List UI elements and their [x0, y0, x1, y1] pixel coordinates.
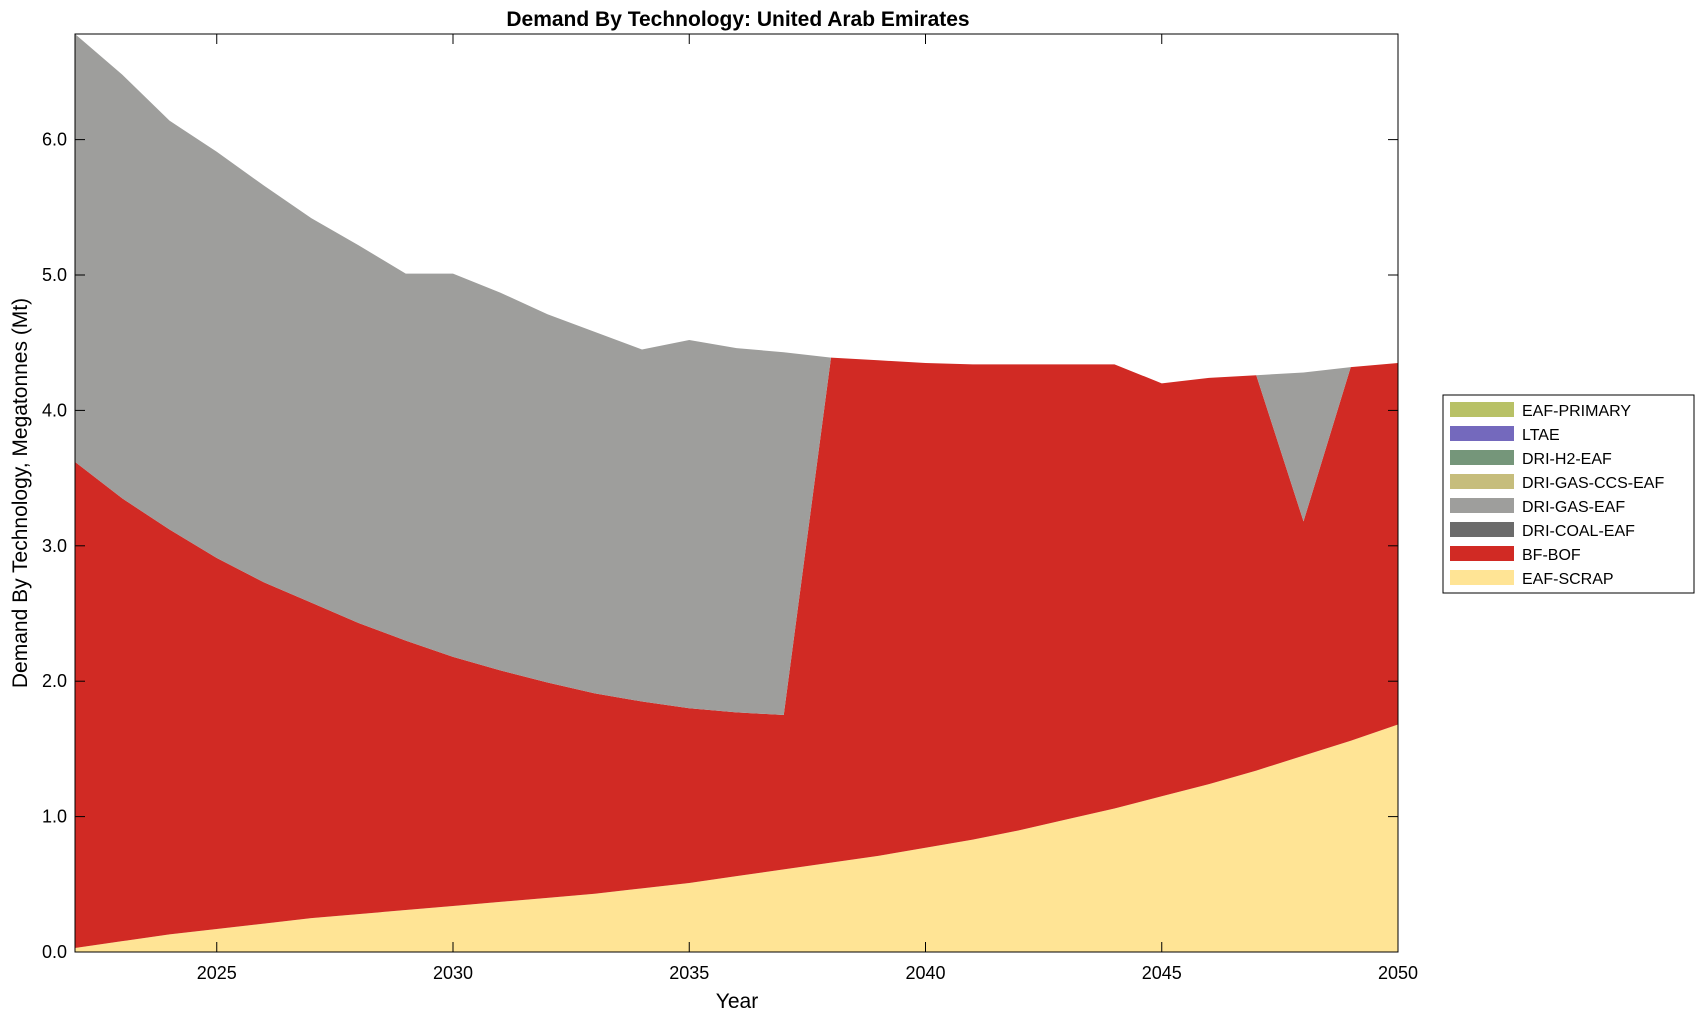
x-axis-ticks: 2025 2030 2035 2040 2045 2050 [197, 34, 1418, 983]
x-tick-label: 2050 [1378, 963, 1418, 983]
legend-swatch-bf-bof [1450, 546, 1514, 561]
legend-label-eaf-scrap: EAF-SCRAP [1522, 571, 1614, 588]
area-dri-gas-eaf [75, 34, 1398, 716]
plot-frame [74, 33, 1399, 953]
x-tick-label: 2030 [433, 963, 473, 983]
x-tick-label: 2035 [669, 963, 709, 983]
y-tick-label: 4.0 [42, 400, 67, 420]
y-tick-label: 0.0 [42, 942, 67, 962]
y-tick-label: 5.0 [42, 265, 67, 285]
legend-swatch-dri-gas-eaf [1450, 498, 1514, 513]
x-axis-label: Year [716, 990, 758, 1013]
y-axis-ticks: 0.0 1.0 2.0 3.0 4.0 5.0 6.0 [42, 130, 1398, 962]
y-tick-label: 6.0 [42, 130, 67, 150]
legend-label-dri-gas-eaf: DRI-GAS-EAF [1522, 499, 1625, 516]
chart-title: Demand By Technology: United Arab Emirat… [506, 8, 969, 31]
legend-label-dri-coal-eaf: DRI-COAL-EAF [1522, 523, 1635, 540]
y-tick-label: 3.0 [42, 536, 67, 556]
legend-swatch-eaf-scrap [1450, 570, 1514, 585]
legend-label-eaf-primary: EAF-PRIMARY [1522, 403, 1631, 420]
legend-label-ltae: LTAE [1522, 427, 1560, 444]
x-tick-label: 2045 [1142, 963, 1182, 983]
legend-swatch-ltae [1450, 426, 1514, 441]
area-eaf-scrap [75, 724, 1398, 952]
legend-swatch-dri-gas-ccs-eaf [1450, 474, 1514, 489]
stacked-areas [75, 34, 1398, 952]
legend: EAF-PRIMARY LTAE DRI-H2-EAF DRI-GAS-CCS-EAF… [1442, 394, 1695, 594]
legend-label-dri-gas-ccs-eaf: DRI-GAS-CCS-EAF [1522, 475, 1664, 492]
y-axis-label: Demand By Technology, Megatonnes (Mt) [9, 298, 32, 688]
x-tick-label: 2025 [197, 963, 237, 983]
legend-swatch-eaf-primary [1450, 402, 1514, 417]
legend-swatch-dri-coal-eaf [1450, 522, 1514, 537]
y-tick-label: 1.0 [42, 807, 67, 827]
y-tick-label: 2.0 [42, 671, 67, 691]
legend-swatch-dri-h2-eaf [1450, 450, 1514, 465]
area-bf-bof [75, 357, 1398, 948]
legend-label-bf-bof: BF-BOF [1522, 547, 1581, 564]
x-tick-label: 2040 [905, 963, 945, 983]
legend-label-dri-h2-eaf: DRI-H2-EAF [1522, 451, 1612, 468]
